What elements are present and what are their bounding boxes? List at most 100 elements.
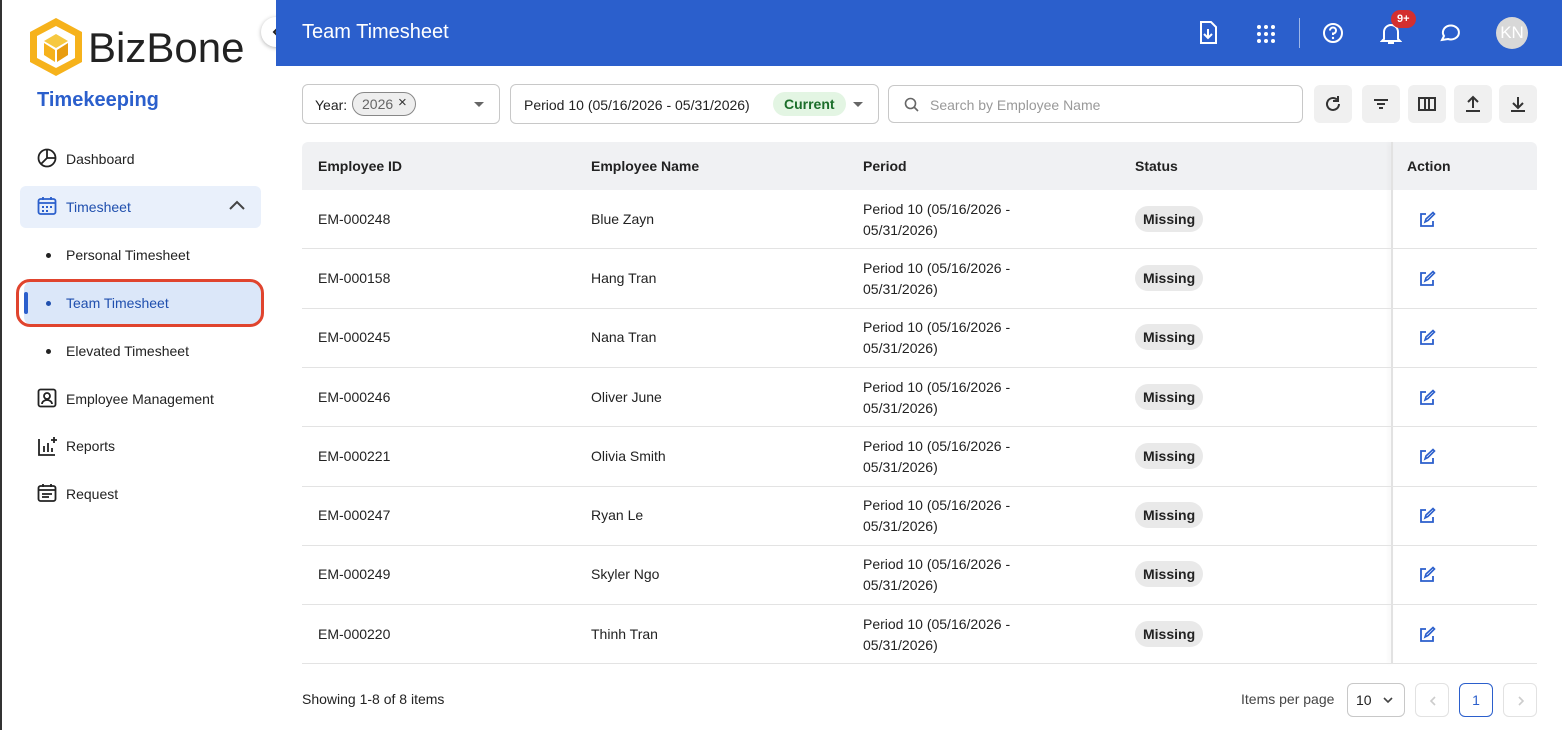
status-chip: Missing (1135, 383, 1204, 410)
page-title: Team Timesheet (302, 21, 449, 43)
table-cell: EM-000158 (318, 269, 391, 286)
divider (1299, 18, 1300, 48)
nav-item[interactable]: Employee Management (66, 391, 214, 407)
row-divider (302, 544, 1537, 546)
column-header: Action (1407, 158, 1451, 174)
table-cell: Nana Tran (591, 329, 657, 346)
row-divider (302, 604, 1537, 606)
dropdown-arrow (1383, 697, 1393, 704)
next-page[interactable] (1503, 683, 1537, 717)
table-cell: EM-000245 (318, 329, 391, 346)
nav-icon (37, 435, 59, 460)
download-doc-icon[interactable] (1198, 21, 1218, 45)
table-cell: EM-000221 (318, 447, 391, 464)
nav-item[interactable]: Team Timesheet (66, 295, 169, 311)
header: Team Timesheet 9+ KN (276, 0, 1562, 66)
per-page-value: 10 (1356, 692, 1372, 708)
table-cell: Ryan Le (591, 507, 644, 524)
status-chip: Missing (1135, 561, 1204, 588)
status-chip: Missing (1135, 442, 1204, 469)
search-icon (904, 97, 919, 112)
table-cell: EM-000247 (318, 507, 391, 524)
table-cell: Period 10 (05/16/2026 - 05/31/2026) (863, 615, 1011, 653)
table-cell: Period 10 (05/16/2026 - 05/31/2026) (863, 437, 1011, 475)
brand: BizBone (88, 24, 245, 71)
nav-bullet (46, 253, 51, 258)
table-cell: Period 10 (05/16/2026 - 05/31/2026) (863, 378, 1011, 416)
notification-badge: 9+ (1391, 10, 1416, 28)
table-cell: Period 10 (05/16/2026 - 05/31/2026) (863, 556, 1011, 594)
status-chip: Missing (1135, 502, 1204, 529)
nav-item[interactable]: Request (66, 486, 119, 502)
table-header (302, 142, 1537, 190)
nav-item[interactable]: Dashboard (66, 151, 135, 167)
dropdown-arrow (853, 102, 863, 107)
upload-button[interactable] (1454, 85, 1492, 123)
nav-item[interactable]: Personal Timesheet (66, 247, 190, 263)
status-chip: Missing (1135, 620, 1204, 647)
column-header: Period (863, 158, 907, 174)
edit-button[interactable] (1418, 329, 1436, 350)
avatar[interactable]: KN (1496, 17, 1528, 49)
filter-button[interactable] (1362, 85, 1400, 123)
period-tag: Current (773, 92, 846, 116)
per-page-label: Items per page (1241, 691, 1335, 707)
help-icon[interactable] (1322, 22, 1344, 44)
sticky-column-divider (1391, 142, 1393, 664)
period-value: Period 10 (05/16/2026 - 05/31/2026) (524, 97, 750, 113)
nav-icon (37, 483, 57, 506)
nav-bullet (46, 349, 51, 354)
edit-button[interactable] (1418, 507, 1436, 528)
collapse-icon[interactable] (228, 198, 246, 212)
period-select[interactable]: Period 10 (05/16/2026 - 05/31/2026) Curr… (510, 84, 879, 124)
nav-bullet (46, 301, 51, 306)
nav-active-highlight (24, 281, 262, 325)
data-table: Employee ID Employee Name Period Status Acti… (302, 142, 1537, 665)
year-select[interactable]: Year: 2026 × (302, 84, 500, 124)
edit-button[interactable] (1418, 270, 1436, 291)
active-indicator (24, 292, 28, 314)
columns-button[interactable] (1408, 85, 1446, 123)
prev-page[interactable] (1415, 683, 1449, 717)
year-chip-remove[interactable]: × (398, 94, 407, 111)
row-divider (302, 663, 1537, 665)
nav-icon (37, 388, 57, 411)
annotation-outline (16, 279, 264, 327)
nav-item[interactable]: Elevated Timesheet (66, 343, 189, 359)
status-chip: Missing (1135, 205, 1204, 232)
nav-item[interactable]: Timesheet (66, 199, 131, 215)
table-cell: Oliver June (591, 388, 662, 405)
table-cell: Skyler Ngo (591, 566, 660, 583)
table-cell: Period 10 (05/16/2026 - 05/31/2026) (863, 200, 1011, 238)
table-cell: EM-000249 (318, 566, 391, 583)
sidebar: BizBone Timekeeping Dashboard Timesheet Pe… (0, 0, 276, 730)
per-page-select[interactable]: 10 (1347, 683, 1405, 717)
table-cell: Thinh Tran (591, 625, 658, 642)
dropdown-arrow (474, 102, 484, 107)
table-cell: Period 10 (05/16/2026 - 05/31/2026) (863, 319, 1011, 357)
table-cell: Period 10 (05/16/2026 - 05/31/2026) (863, 259, 1011, 297)
table-cell: EM-000248 (318, 210, 391, 227)
column-header: Employee Name (591, 158, 700, 174)
status-chip: Missing (1135, 264, 1204, 291)
edit-button[interactable] (1418, 211, 1436, 232)
table-cell: EM-000220 (318, 625, 391, 642)
edit-button[interactable] (1418, 626, 1436, 647)
logo-icon (30, 18, 82, 76)
table-cell: Period 10 (05/16/2026 - 05/31/2026) (863, 497, 1011, 535)
row-divider (302, 366, 1537, 368)
search-input[interactable]: Search by Employee Name (888, 85, 1303, 123)
edit-button[interactable] (1418, 388, 1436, 410)
edit-button[interactable] (1418, 448, 1436, 469)
table-cell: Blue Zayn (591, 210, 655, 227)
row-divider (302, 426, 1537, 428)
table-cell: EM-000246 (318, 388, 391, 405)
edit-button[interactable] (1418, 566, 1436, 587)
download-button[interactable] (1499, 85, 1537, 123)
apps-icon[interactable] (1256, 24, 1276, 44)
chat-icon[interactable] (1438, 22, 1462, 44)
refresh-button[interactable] (1314, 85, 1352, 123)
nav-item[interactable]: Reports (66, 438, 116, 454)
page-button[interactable]: 1 (1459, 683, 1493, 717)
